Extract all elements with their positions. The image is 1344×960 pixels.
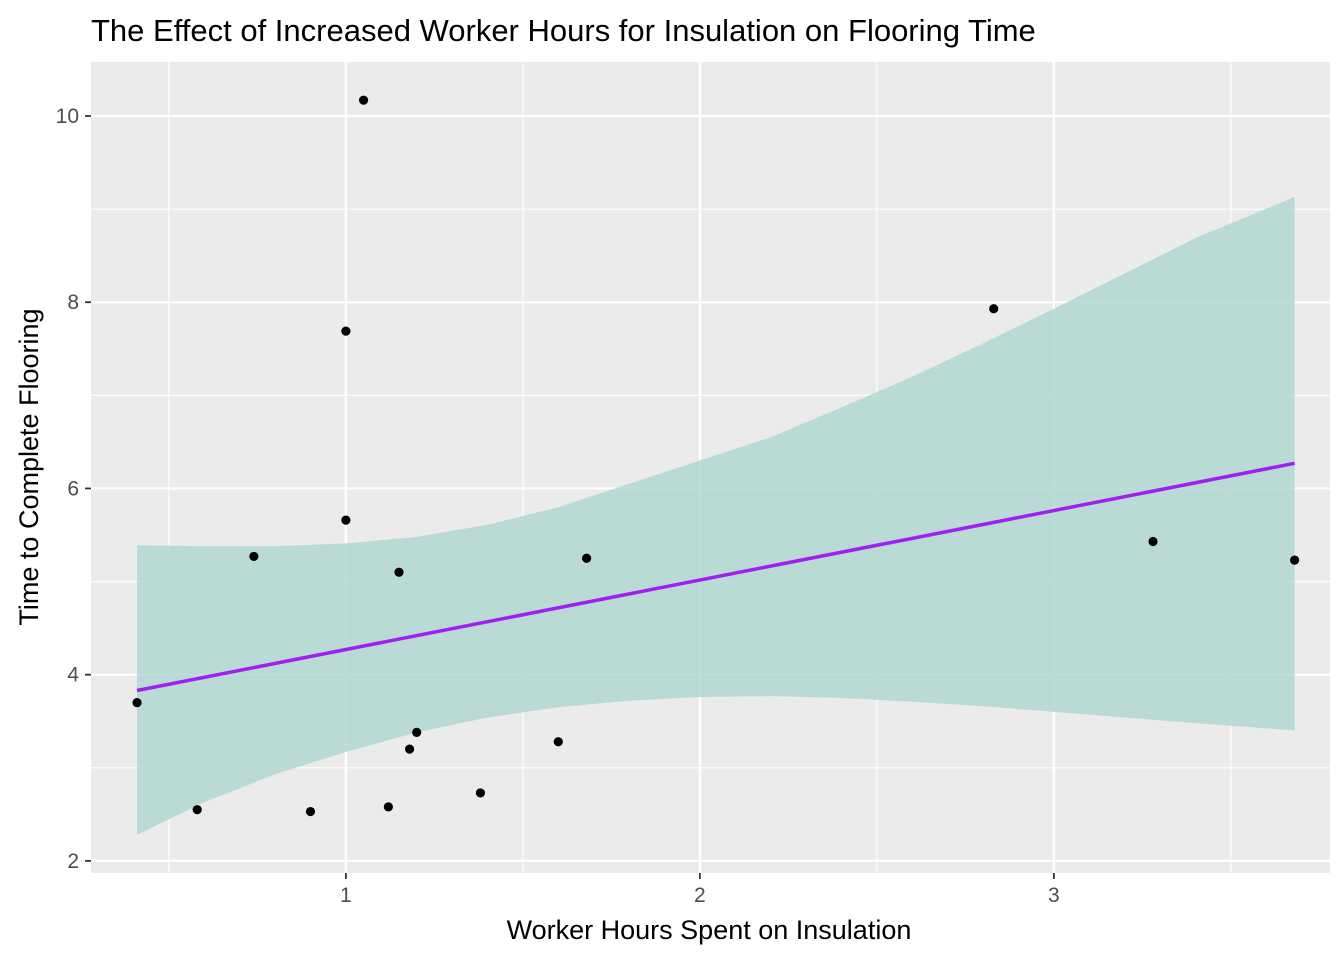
- y-tick-label: 6: [67, 477, 79, 500]
- data-point: [553, 737, 563, 747]
- x-tick-label: 3: [1048, 884, 1060, 907]
- x-tick-label: 2: [694, 884, 706, 907]
- data-point: [1290, 555, 1300, 565]
- data-point: [383, 802, 393, 812]
- data-point: [132, 698, 142, 708]
- fit-line-layer: [136, 461, 1295, 693]
- data-point: [405, 744, 415, 754]
- data-point: [341, 515, 351, 525]
- data-point: [249, 551, 259, 562]
- data-point: [989, 304, 999, 314]
- data-points: [132, 95, 1300, 817]
- y-axis-title: Time to Complete Flooring: [14, 308, 44, 625]
- data-point: [305, 806, 316, 817]
- confidence-band-layer: [137, 197, 1295, 835]
- data-point: [412, 727, 422, 738]
- data-point: [582, 553, 592, 563]
- data-point: [192, 805, 202, 815]
- data-point: [394, 567, 404, 577]
- data-point: [341, 326, 351, 336]
- data-point: [475, 788, 485, 798]
- data-point: [1148, 536, 1158, 547]
- y-tick-label: 8: [67, 291, 79, 314]
- y-tick-label: 10: [56, 105, 79, 128]
- y-tick-label: 4: [67, 664, 79, 687]
- y-axis-ticks: 2 4 6 8 10: [56, 105, 91, 873]
- regression-line: [136, 461, 1295, 693]
- x-axis-ticks: 1 2 3: [340, 873, 1060, 907]
- y-tick-label: 2: [67, 850, 79, 873]
- x-axis-title: Worker Hours Spent on Insulation: [507, 915, 912, 945]
- chart-title: The Effect of Increased Worker Hours for…: [91, 13, 1036, 48]
- x-tick-label: 1: [340, 884, 352, 907]
- confidence-band: [137, 197, 1295, 835]
- data-point: [358, 95, 369, 105]
